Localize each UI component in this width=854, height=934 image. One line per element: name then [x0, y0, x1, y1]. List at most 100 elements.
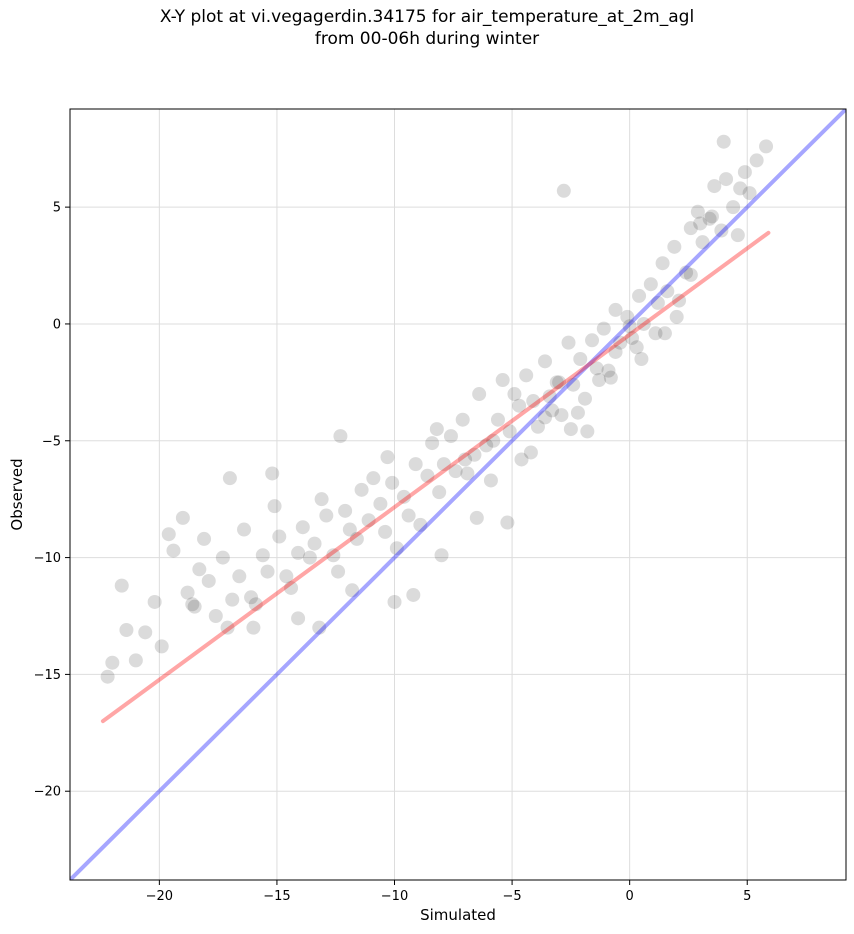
data-point: [279, 569, 294, 584]
data-point: [704, 209, 719, 224]
data-point: [622, 319, 637, 334]
data-point: [326, 548, 341, 563]
data-point: [342, 522, 357, 537]
data-point: [225, 592, 240, 607]
data-point: [538, 410, 553, 425]
data-point: [291, 545, 306, 560]
data-point: [580, 424, 595, 439]
y-tick-label: −10: [34, 551, 61, 566]
data-point: [667, 239, 682, 254]
regression-line: [100, 230, 771, 724]
data-point: [246, 620, 261, 635]
data-point: [620, 309, 635, 324]
data-point: [429, 422, 444, 437]
data-point: [707, 179, 722, 194]
data-point: [467, 447, 482, 462]
data-point: [695, 235, 710, 250]
data-point: [128, 653, 143, 668]
data-point: [302, 550, 317, 565]
data-point: [655, 256, 670, 271]
data-point: [702, 211, 717, 226]
x-axis-label: Simulated: [420, 906, 496, 924]
data-point: [693, 216, 708, 231]
data-point: [460, 466, 475, 481]
grid-lines: [70, 109, 846, 880]
data-point: [349, 531, 364, 546]
data-point: [197, 531, 212, 546]
data-point: [573, 351, 588, 366]
data-point: [114, 578, 129, 593]
data-point: [759, 139, 774, 154]
data-point: [267, 499, 282, 514]
data-point: [338, 503, 353, 518]
data-point: [387, 594, 402, 609]
y-tick-label: 5: [53, 201, 61, 216]
x-tick-label: −5: [502, 889, 521, 904]
data-point: [366, 471, 381, 486]
data-point: [634, 351, 649, 366]
data-point: [479, 438, 494, 453]
data-point: [222, 471, 237, 486]
data-point: [650, 295, 665, 310]
data-point: [385, 475, 400, 490]
scatter-points: [100, 134, 774, 684]
data-point: [660, 284, 675, 299]
data-point: [432, 485, 447, 500]
data-point: [314, 492, 329, 507]
data-point: [389, 541, 404, 556]
x-tick-label: 0: [626, 889, 634, 904]
data-point: [215, 550, 230, 565]
data-point: [295, 520, 310, 535]
data-point: [175, 510, 190, 525]
data-point: [378, 524, 393, 539]
data-point: [507, 387, 522, 402]
data-point: [577, 391, 592, 406]
data-point: [502, 424, 517, 439]
data-point: [154, 639, 169, 654]
data-point: [495, 373, 510, 388]
y-tick-label: −5: [42, 434, 61, 449]
data-point: [255, 548, 270, 563]
data-point: [192, 562, 207, 577]
data-point: [413, 517, 428, 532]
data-point: [434, 548, 449, 563]
data-point: [542, 389, 557, 404]
y-axis-ticks: −20 −15 −10 −5 0 5: [34, 201, 70, 800]
data-point: [683, 221, 698, 236]
data-point: [613, 335, 628, 350]
data-point: [420, 468, 435, 483]
data-point: [408, 457, 423, 472]
data-point: [345, 583, 360, 598]
data-point: [443, 429, 458, 444]
data-point: [180, 585, 195, 600]
data-point: [585, 333, 600, 348]
data-point: [425, 436, 440, 451]
data-point: [272, 529, 287, 544]
data-point: [248, 597, 263, 612]
data-point: [636, 316, 651, 331]
x-tick-label: 5: [743, 889, 751, 904]
data-point: [749, 153, 764, 168]
data-point: [380, 450, 395, 465]
x-tick-label: −10: [381, 889, 408, 904]
data-point: [554, 408, 569, 423]
chart-title: X-Y plot at vi.vegagerdin.34175 for air_…: [0, 6, 854, 50]
data-point: [561, 335, 576, 350]
reference-lines: [70, 109, 846, 880]
data-point: [455, 412, 470, 427]
data-point: [552, 375, 567, 390]
y-tick-label: −15: [34, 668, 61, 683]
data-point: [530, 419, 545, 434]
data-point: [265, 466, 280, 481]
data-point: [201, 573, 216, 588]
data-point: [625, 330, 640, 345]
data-point: [354, 482, 369, 497]
data-point: [683, 267, 698, 282]
data-point: [737, 165, 752, 180]
data-point: [105, 655, 120, 670]
data-point: [523, 445, 538, 460]
data-point: [601, 363, 616, 378]
data-point: [291, 611, 306, 626]
data-point: [514, 452, 529, 467]
data-point: [166, 543, 181, 558]
